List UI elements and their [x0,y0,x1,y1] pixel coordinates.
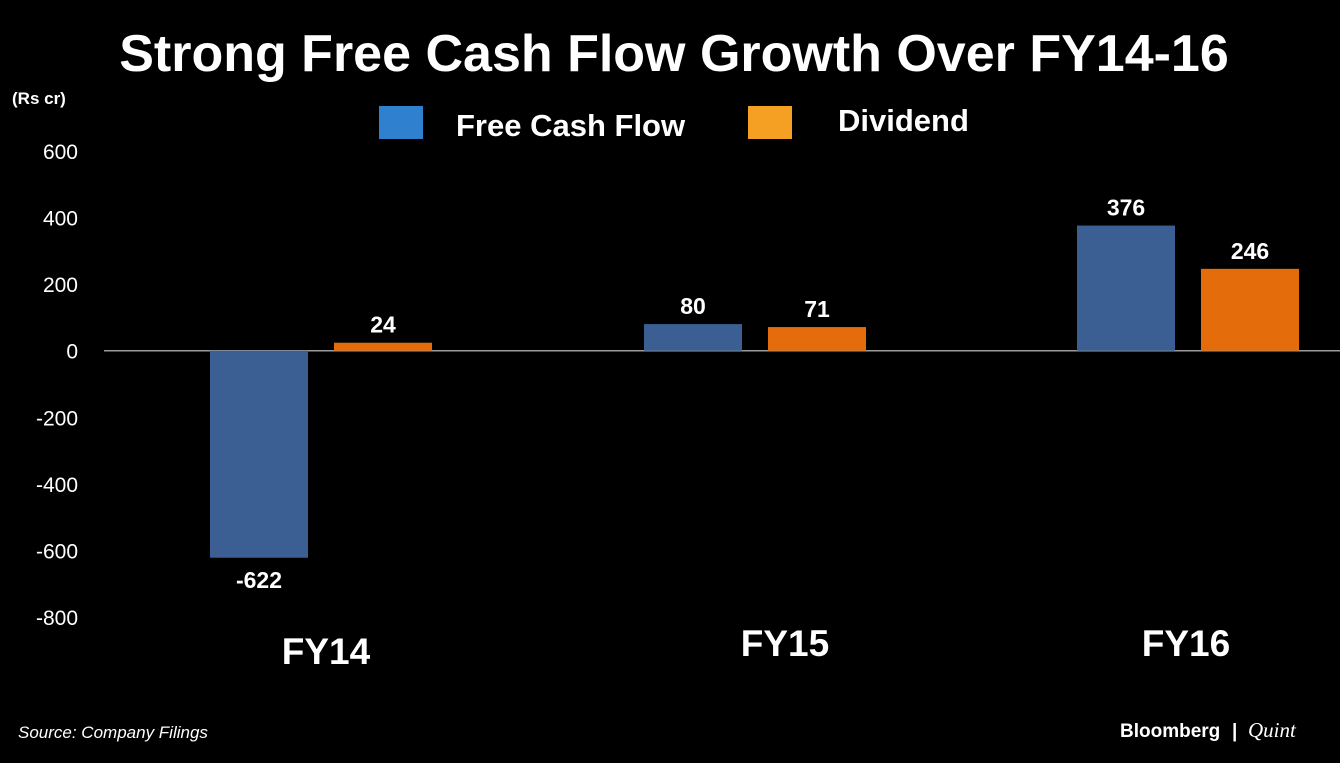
brand-separator: | [1232,721,1237,742]
legend-swatch-dividend [748,106,792,139]
category-labels: FY14 FY15 FY16 [282,623,1230,672]
data-label: 24 [370,312,396,338]
bars [210,225,1299,558]
brand-name: Bloomberg [1120,721,1220,742]
y-tick-label: -600 [36,540,78,563]
y-tick-label: -200 [36,407,78,430]
data-label: 71 [804,296,830,322]
data-label: 376 [1107,195,1145,221]
category-label-fy14: FY14 [282,631,371,672]
legend-swatch-free-cash-flow [379,106,423,139]
brand-logo: Bloomberg | Quint [1120,718,1297,742]
data-label: -622 [236,567,282,593]
y-axis-ticks: 600 400 200 0 -200 -400 -600 -800 [36,141,78,630]
source-note: Source: Company Filings [18,723,208,742]
y-tick-label: 200 [43,274,78,297]
legend-label: Free Cash Flow [456,108,686,143]
data-label: 246 [1231,238,1269,264]
brand-suffix: Quint [1248,718,1297,742]
chart-title: Strong Free Cash Flow Growth Over FY14-1… [119,25,1229,83]
y-tick-label: 400 [43,208,78,231]
bar-fy14-dividend [334,342,432,351]
y-tick-label: 600 [43,141,78,164]
bar-fy16-dividend [1201,268,1299,351]
category-label-fy15: FY15 [741,623,829,664]
bar-fy14-free-cash-flow [210,350,308,558]
y-tick-label: -800 [36,607,78,630]
y-tick-label: -400 [36,474,78,497]
y-axis-unit-label: (Rs cr) [12,89,66,108]
y-tick-label: 0 [66,341,78,364]
legend-label: Dividend [838,103,969,138]
category-label-fy16: FY16 [1142,623,1230,664]
bar-fy16-free-cash-flow [1077,225,1175,351]
bar-fy15-free-cash-flow [644,324,742,351]
legend: Free Cash Flow Dividend [379,103,969,143]
data-label: 80 [680,293,706,319]
bar-fy15-dividend [768,327,866,351]
data-labels: -622 24 80 71 376 246 [236,195,1269,593]
